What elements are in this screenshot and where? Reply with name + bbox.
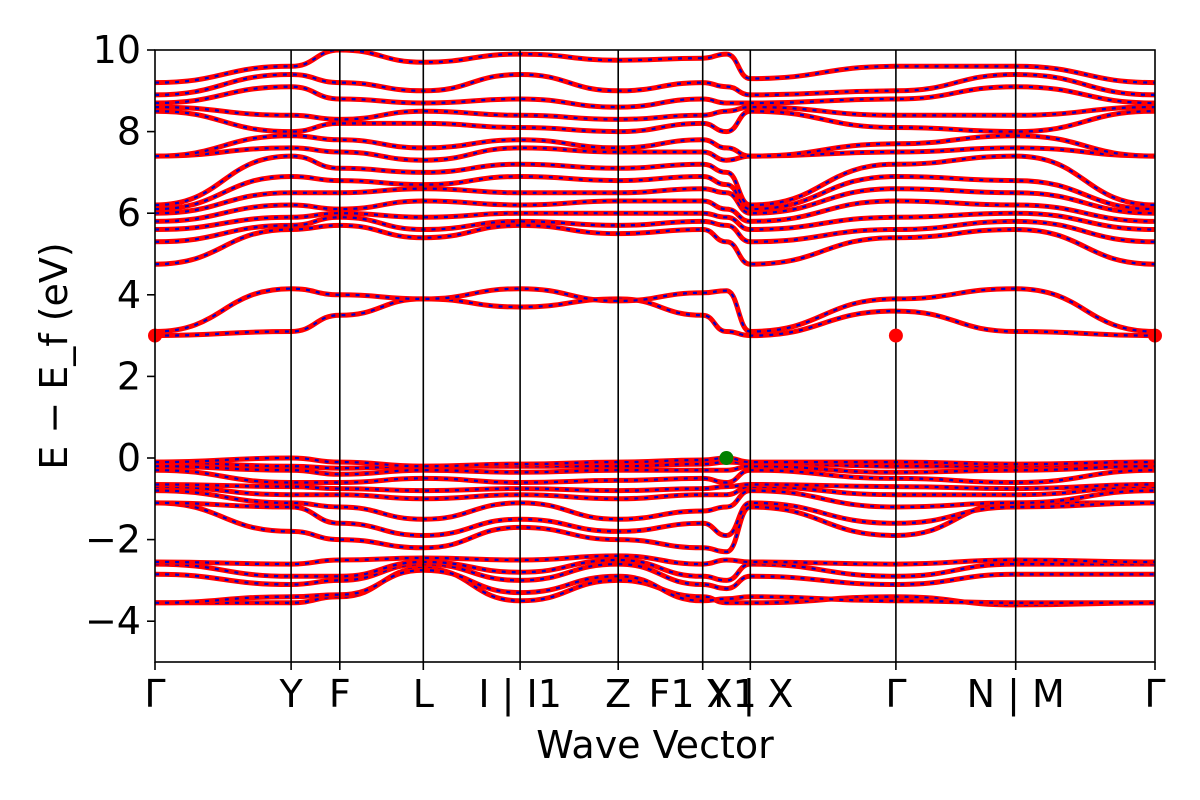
y-tick-label: 10 xyxy=(93,28,141,72)
plot-frame xyxy=(154,49,1156,663)
band-c5-spin-down xyxy=(155,212,1155,231)
x-tick-label: F1 X1 xyxy=(649,672,757,716)
band-v8-spin-up xyxy=(155,488,1155,522)
band-c16-spin-up xyxy=(155,50,1155,86)
band-c1-spin-down xyxy=(155,297,1155,337)
y-tick-label: −4 xyxy=(85,599,141,643)
y-axis-title: E − E_f (eV) xyxy=(32,242,76,470)
band-c11-spin-down xyxy=(155,134,1155,158)
band-v13-spin-down xyxy=(155,460,1155,470)
kpoint-lines xyxy=(290,50,1017,662)
y-ticks: −4 −2 0 2 4 6 8 10 xyxy=(85,28,155,643)
band-c4-spin-down xyxy=(155,216,1155,243)
bands-layer xyxy=(155,50,1155,608)
band-v7-spin-down xyxy=(155,501,1155,537)
band-c1-spin-up xyxy=(155,296,1155,339)
band-v10-spin-down xyxy=(155,483,1155,492)
band-c13-spin-down xyxy=(155,105,1155,121)
band-v3-spin-down xyxy=(155,562,1155,590)
x-tick-label: F xyxy=(329,672,351,716)
vbm-marker xyxy=(719,451,734,465)
x-tick-label: Γ xyxy=(1144,672,1165,716)
band-v9-spin-down xyxy=(155,485,1155,500)
band-v12-spin-down xyxy=(155,465,1155,476)
x-tick-label: I | I1 xyxy=(478,672,562,717)
band-v5-spin-down xyxy=(155,554,1155,566)
band-c2-spin-up xyxy=(155,286,1155,335)
x-tick-label: Y xyxy=(278,672,303,716)
x-tick-label: Γ xyxy=(144,672,165,716)
band-c3-spin-up xyxy=(155,222,1155,267)
band-c12-spin-down xyxy=(155,110,1155,133)
band-v11-spin-up xyxy=(155,467,1155,486)
x-tick-label: N | M xyxy=(967,672,1065,717)
band-v4-spin-down xyxy=(155,558,1155,582)
band-c14-spin-down xyxy=(155,85,1155,109)
band-c2-spin-down xyxy=(155,287,1155,333)
y-tick-label: 6 xyxy=(117,191,141,235)
x-tick-label: Γ xyxy=(885,672,906,716)
y-tick-label: 4 xyxy=(117,273,141,317)
y-tick-label: 2 xyxy=(117,354,141,398)
y-tick-label: 8 xyxy=(117,110,141,154)
band-v14-spin-down xyxy=(155,456,1155,468)
x-tick-label: Z xyxy=(605,672,631,716)
x-axis-title: Wave Vector xyxy=(536,723,774,767)
band-c6-spin-down xyxy=(155,199,1155,223)
band-v6-spin-down xyxy=(155,501,1155,553)
band-c9-spin-up xyxy=(155,153,1155,208)
band-c8-spin-up xyxy=(155,173,1155,212)
band-c10-spin-down xyxy=(155,146,1155,162)
x-tick-label: Y | X xyxy=(706,672,793,717)
y-tick-label: −2 xyxy=(85,518,141,562)
y-tick-label: 0 xyxy=(117,436,141,480)
band-c15-spin-down xyxy=(155,73,1155,97)
band-c7-spin-down xyxy=(155,187,1155,215)
x-tick-label: L xyxy=(413,672,434,716)
extrema-markers xyxy=(148,328,1162,465)
band-c3-spin-down xyxy=(155,224,1155,266)
cbm-marker xyxy=(888,328,903,343)
